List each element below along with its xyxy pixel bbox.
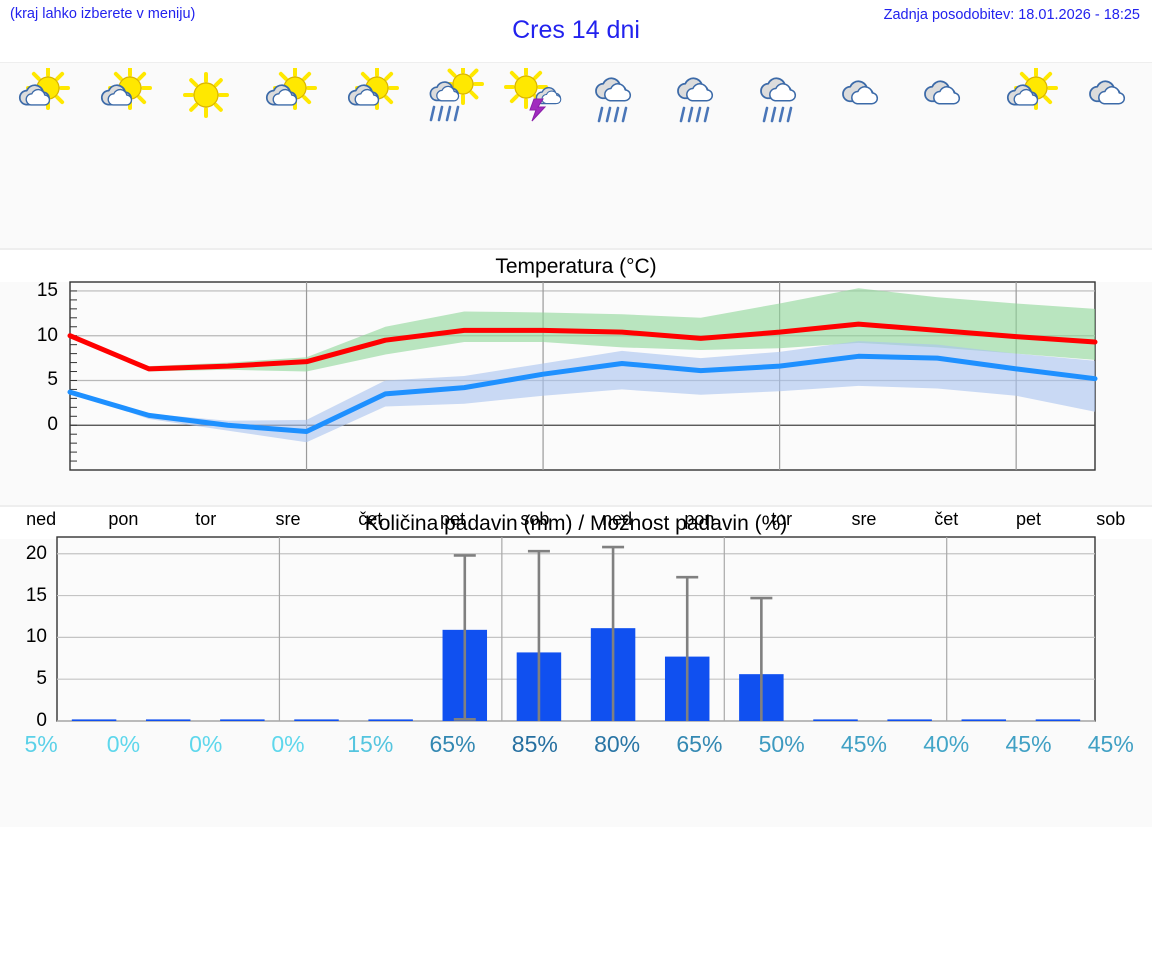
precipitation-probability-label: 5% <box>24 731 58 757</box>
precipitation-day-label: pon <box>108 509 139 529</box>
precipitation-probability-label: 15% <box>347 731 394 757</box>
precipitation-probability-label: 45% <box>1005 731 1052 757</box>
temperature-y-tick: 5 <box>47 369 58 391</box>
precipitation-probability-label: 80% <box>594 731 641 757</box>
precipitation-day-label: sre <box>851 509 877 529</box>
day-column[interactable] <box>905 63 987 248</box>
precipitation-day-label: sob <box>1096 509 1126 529</box>
precipitation-day-label: čet <box>934 509 959 529</box>
sun-icon <box>165 66 247 128</box>
precipitation-probability-row: 5% 0% 0% 0% 15% 65% 85% 80% 65% 50% 45% 40% 45% 45% <box>0 731 1152 758</box>
temperature-chart-title: Temperatura (°C) <box>0 250 1152 282</box>
precipitation-y-tick: 15 <box>25 584 47 606</box>
day-column[interactable] <box>411 63 493 248</box>
precipitation-probability-label: 0% <box>189 731 223 757</box>
precipitation-day-label: sre <box>275 509 301 529</box>
precipitation-probability-label: 0% <box>271 731 305 757</box>
day-column[interactable] <box>165 63 247 248</box>
temperature-y-tick: 0 <box>47 414 58 436</box>
precipitation-chart-block: Količina padavin (mm) / Možnost padavin … <box>0 506 1152 827</box>
precipitation-y-tick: 0 <box>36 710 47 731</box>
precipitation-probability-label: 85% <box>511 731 558 757</box>
page-title: Cres 14 dni <box>512 16 640 44</box>
cloud-icon <box>823 66 905 128</box>
temperature-y-tick: 15 <box>36 279 58 301</box>
day-column[interactable] <box>576 63 658 248</box>
day-column[interactable] <box>494 63 576 248</box>
sun-cloud-icon <box>0 66 82 128</box>
cloud-icon <box>1070 66 1152 128</box>
day-column[interactable] <box>741 63 823 248</box>
precipitation-day-label: tor <box>771 509 793 529</box>
day-column[interactable] <box>823 63 905 248</box>
precipitation-probability-label: 45% <box>840 731 887 757</box>
precipitation-day-label: ned <box>26 509 57 529</box>
forecast-days-strip <box>0 62 1152 249</box>
day-column[interactable] <box>329 63 411 248</box>
precipitation-day-label: sob <box>520 509 550 529</box>
day-column[interactable] <box>1070 63 1152 248</box>
precipitation-y-tick: 20 <box>25 542 47 564</box>
precipitation-day-label: pet <box>440 509 466 529</box>
page-header: (kraj lahko izberete v meniju) Cres 14 d… <box>0 0 1152 62</box>
day-column[interactable] <box>0 63 82 248</box>
precipitation-probability-label: 50% <box>758 731 805 757</box>
precipitation-probability-label: 65% <box>429 731 476 757</box>
cloud-rain-icon <box>576 66 658 128</box>
sun-cloud-rain-icon <box>411 66 493 128</box>
precipitation-chart-title: Količina padavin (mm) / Možnost padavin … <box>0 507 1152 539</box>
precipitation-day-label: tor <box>195 509 217 529</box>
sun-cloud-icon <box>82 66 164 128</box>
sun-cloud-icon <box>247 66 329 128</box>
day-column[interactable] <box>247 63 329 248</box>
precipitation-day-label: čet <box>358 509 383 529</box>
last-update-text: Zadnja posodobitev: 18.01.2026 - 18:25 <box>883 7 1140 23</box>
precipitation-day-label: pet <box>1016 509 1042 529</box>
day-column[interactable] <box>658 63 740 248</box>
precipitation-day-labels: ned pon tor sre čet pet sob ned pon tor sre čet pet s… <box>0 509 1152 530</box>
precipitation-probability-label: 40% <box>923 731 970 757</box>
menu-hint-text: (kraj lahko izberete v meniju) <box>10 6 196 22</box>
precipitation-day-label: ned <box>602 509 633 529</box>
temperature-y-tick: 10 <box>36 324 58 346</box>
cloud-rain-icon <box>741 66 823 128</box>
sun-cloud-icon <box>987 66 1069 128</box>
sun-cloud-icon <box>329 66 411 128</box>
day-column[interactable] <box>987 63 1069 248</box>
precipitation-y-tick: 10 <box>25 626 47 648</box>
precipitation-probability-label: 0% <box>106 731 141 757</box>
day-column[interactable] <box>82 63 164 248</box>
sun-cloud-storm-icon <box>494 66 576 128</box>
temperature-plot <box>0 250 1152 471</box>
precipitation-plot <box>0 507 1152 737</box>
precipitation-y-tick: 5 <box>36 668 47 690</box>
cloud-icon <box>905 66 987 128</box>
temperature-chart-block: Temperatura (°C) © vreme.us & vreme.pro … <box>0 249 1152 736</box>
precipitation-day-label: pon <box>684 509 715 529</box>
precipitation-probability-label: 65% <box>676 731 723 757</box>
cloud-rain-icon <box>658 66 740 128</box>
precipitation-probability-label: 45% <box>1087 731 1134 757</box>
